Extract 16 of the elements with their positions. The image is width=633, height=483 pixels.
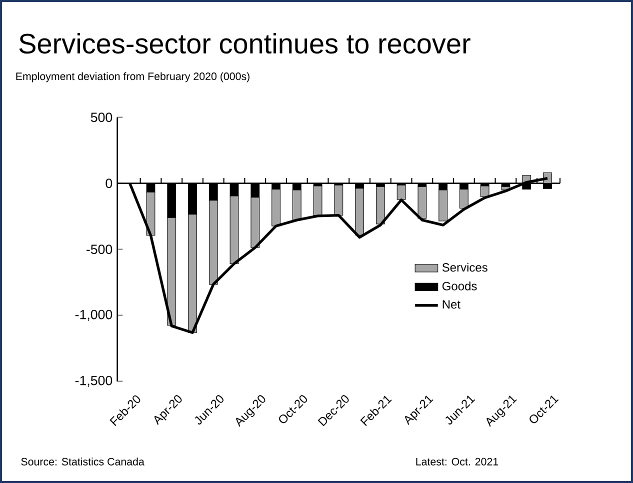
bar — [313, 186, 322, 216]
source-note: Source: Statistics Canada — [21, 458, 144, 466]
y-tick-label: -1,000 — [75, 310, 112, 321]
y-tick-label: -1,500 — [75, 376, 112, 387]
chart-title: Services-sector continues to recover — [19, 33, 470, 54]
bar — [376, 186, 385, 224]
legend-label: Net — [442, 300, 460, 309]
chart-subtitle: Employment deviation from February 2020 (000s) — [16, 72, 250, 82]
text: Latest: Oct. 2021 — [416, 458, 498, 466]
y-tick-label: 500 — [90, 112, 112, 122]
y-tick-label: 0 — [106, 178, 112, 188]
y-tick-label: -500 — [86, 244, 112, 254]
bar — [480, 186, 490, 197]
legend-label: Services — [442, 262, 488, 272]
bar — [418, 186, 427, 219]
legend-label: Goods — [442, 282, 477, 290]
